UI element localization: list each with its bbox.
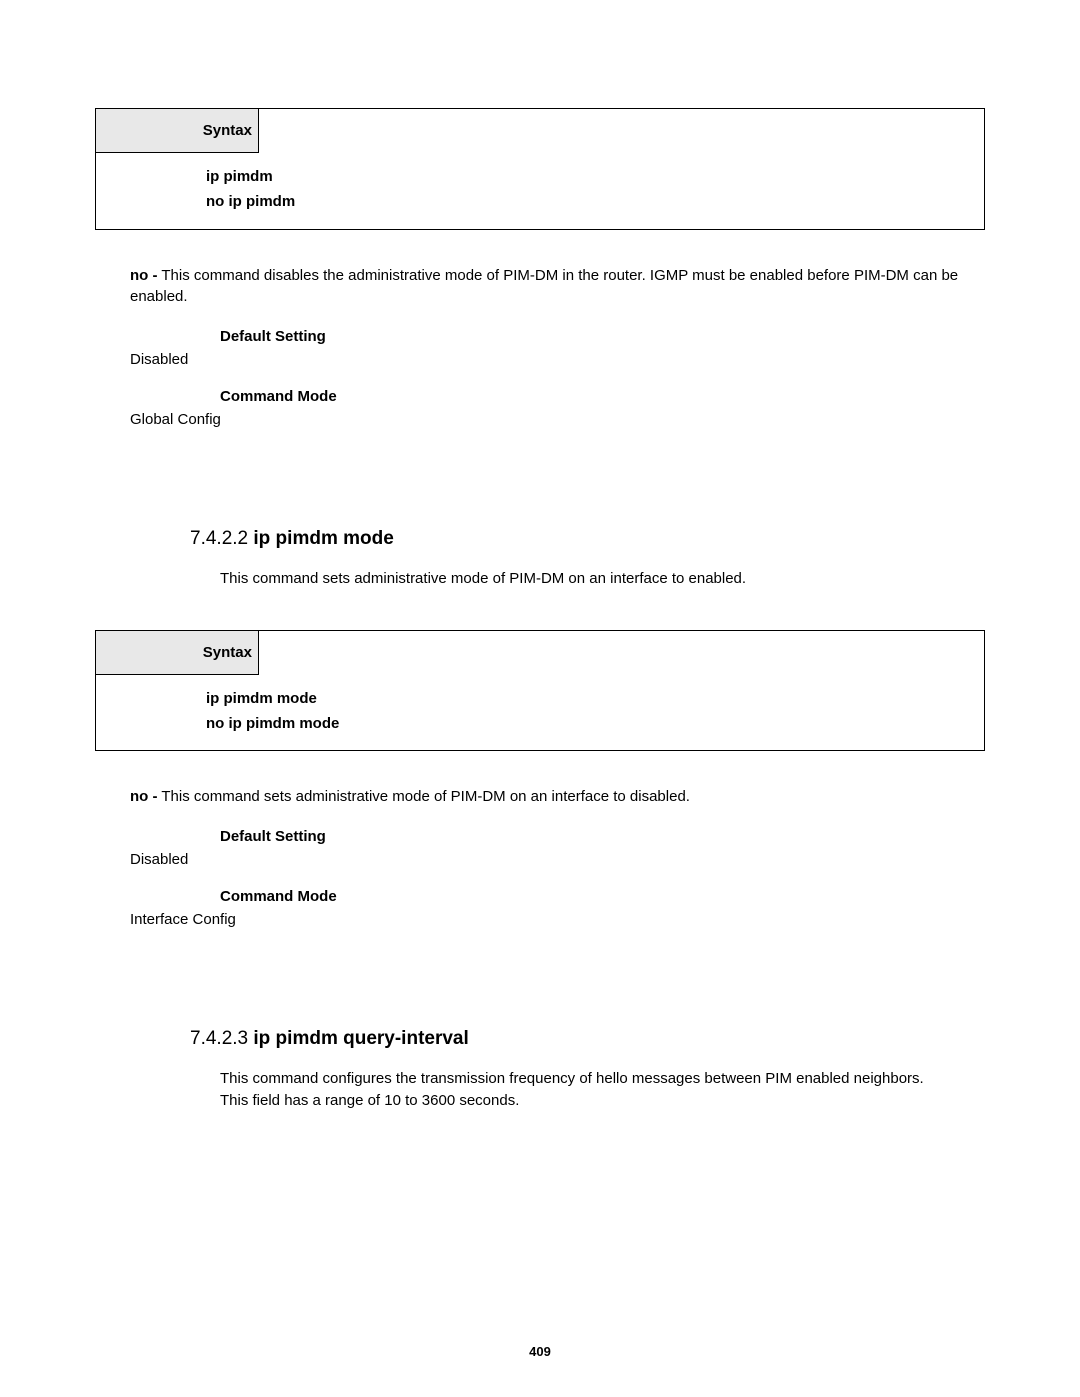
syntax-body: ip pimdm mode no ip pimdm mode	[96, 675, 984, 751]
default-setting-value: Disabled	[130, 851, 985, 868]
page: Syntax ip pimdm no ip pimdm no - This co…	[0, 0, 1080, 1397]
section-description: This command configures the transmission…	[220, 1068, 940, 1112]
command-mode-heading: Command Mode	[220, 388, 985, 405]
section-name: ip pimdm mode	[253, 528, 393, 549]
syntax-header-row: Syntax	[96, 631, 984, 675]
section-number: 7.4.2.3	[190, 1028, 253, 1049]
syntax-body: ip pimdm no ip pimdm	[96, 153, 984, 229]
default-setting-heading: Default Setting	[220, 828, 985, 845]
no-description-paragraph: no - This command sets administrative mo…	[130, 786, 985, 808]
section-description: This command sets administrative mode of…	[220, 568, 940, 590]
syntax-label: Syntax	[96, 109, 259, 153]
syntax-command-line: ip pimdm mode	[206, 687, 984, 712]
syntax-command-line: ip pimdm	[206, 165, 984, 190]
default-setting-heading: Default Setting	[220, 328, 985, 345]
syntax-label: Syntax	[96, 631, 259, 675]
syntax-command-line: no ip pimdm mode	[206, 712, 984, 737]
syntax-box-2: Syntax ip pimdm mode no ip pimdm mode	[95, 630, 985, 752]
command-mode-value: Global Config	[130, 411, 985, 428]
no-lead: no -	[130, 267, 158, 284]
command-mode-heading: Command Mode	[220, 888, 985, 905]
no-description-paragraph: no - This command disables the administr…	[130, 265, 985, 309]
syntax-box-1: Syntax ip pimdm no ip pimdm	[95, 108, 985, 230]
command-mode-value: Interface Config	[130, 911, 985, 928]
syntax-command-line: no ip pimdm	[206, 190, 984, 215]
default-setting-value: Disabled	[130, 351, 985, 368]
section-title-7-4-2-3: 7.4.2.3 ip pimdm query-interval	[190, 1028, 985, 1050]
section-name: ip pimdm query-interval	[253, 1028, 468, 1049]
no-lead: no -	[130, 788, 158, 805]
no-text: This command disables the administrative…	[130, 267, 958, 306]
section-title-7-4-2-2: 7.4.2.2 ip pimdm mode	[190, 528, 985, 550]
syntax-header-row: Syntax	[96, 109, 984, 153]
page-number: 409	[0, 1344, 1080, 1359]
section-number: 7.4.2.2	[190, 528, 253, 549]
no-text: This command sets administrative mode of…	[158, 788, 690, 805]
